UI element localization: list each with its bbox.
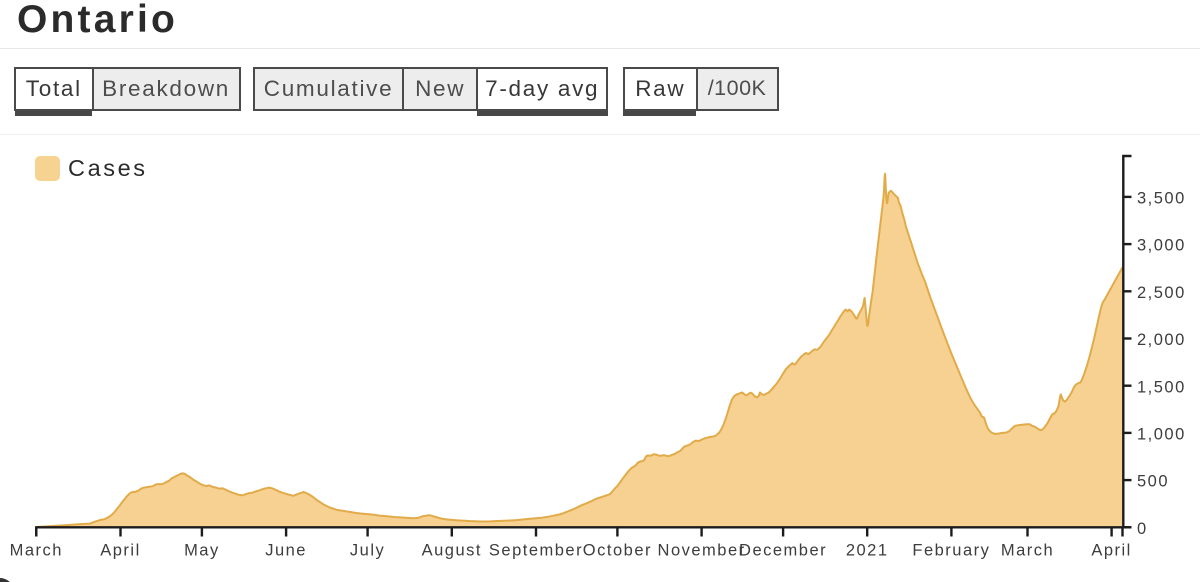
svg-text:April: April bbox=[1091, 542, 1132, 560]
svg-text:0: 0 bbox=[1137, 520, 1148, 538]
svg-text:1,500: 1,500 bbox=[1137, 378, 1186, 396]
svg-text:October: October bbox=[583, 542, 652, 560]
svg-text:May: May bbox=[184, 542, 220, 560]
svg-text:June: June bbox=[265, 542, 307, 560]
svg-text:3,500: 3,500 bbox=[1137, 190, 1186, 208]
svg-text:2,500: 2,500 bbox=[1137, 284, 1186, 302]
svg-text:2,000: 2,000 bbox=[1137, 331, 1186, 349]
svg-text:November: November bbox=[658, 542, 746, 560]
svg-text:December: December bbox=[739, 542, 827, 560]
svg-text:March: March bbox=[1001, 542, 1054, 560]
svg-text:February: February bbox=[912, 542, 990, 560]
svg-text:March: March bbox=[10, 542, 63, 560]
svg-text:500: 500 bbox=[1137, 473, 1169, 491]
svg-text:August: August bbox=[422, 542, 482, 560]
svg-text:2021: 2021 bbox=[846, 542, 889, 560]
svg-text:3,000: 3,000 bbox=[1137, 237, 1186, 255]
svg-text:July: July bbox=[350, 542, 385, 560]
svg-text:1,000: 1,000 bbox=[1137, 426, 1186, 444]
svg-text:April: April bbox=[100, 542, 141, 560]
svg-text:September: September bbox=[489, 542, 583, 560]
